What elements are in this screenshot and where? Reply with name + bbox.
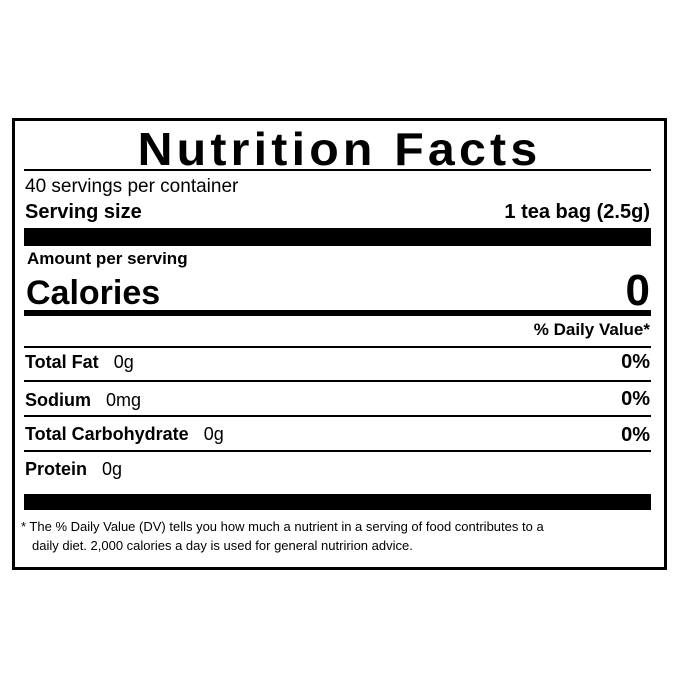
divider [24, 415, 651, 417]
thick-divider [24, 494, 651, 510]
serving-size-label: Serving size [25, 201, 142, 223]
serving-size-value: 1 tea bag (2.5g) [504, 201, 650, 223]
calories-value: 0 [625, 266, 650, 315]
nutrient-name: Total Carbohydrate [25, 424, 189, 444]
footnote-line-2: daily diet. 2,000 calories a day is used… [32, 538, 413, 553]
nutrient-amount: 0g [203, 424, 224, 444]
nutrient-amount: 0g [102, 459, 123, 479]
nutrient-amount: 0g [113, 352, 134, 372]
amount-per-serving: Amount per serving [27, 249, 188, 268]
divider [24, 346, 651, 348]
nutrient-name: Sodium [25, 390, 91, 410]
footnote-line-1: * The % Daily Value (DV) tells you how m… [21, 519, 544, 534]
nutrient-name: Total Fat [25, 352, 99, 372]
nutrient-dv: 0% [621, 351, 650, 373]
divider [24, 450, 651, 452]
servings-per-container: 40 servings per container [25, 176, 239, 197]
calories-label: Calories [26, 274, 161, 312]
thick-divider [24, 228, 651, 246]
daily-value-header: % Daily Value* [533, 320, 650, 339]
nutrient-amount: 0mg [106, 390, 142, 410]
divider [24, 169, 651, 171]
label-title: Nutrition Facts [137, 123, 542, 175]
divider [24, 380, 651, 382]
nutrition-label-frame [12, 118, 667, 570]
nutrient-name: Protein [25, 459, 88, 479]
medium-divider [24, 310, 651, 316]
nutrient-dv: 0% [621, 388, 650, 410]
nutrient-dv: 0% [621, 424, 650, 446]
